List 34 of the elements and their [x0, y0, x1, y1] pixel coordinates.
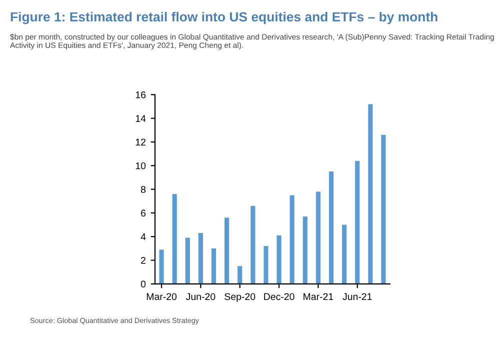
x-tick-label: Sep-20: [224, 293, 256, 302]
bar: [290, 195, 294, 284]
x-tick-label: Mar-21: [304, 293, 334, 300]
bar: [250, 206, 256, 284]
x-tick-label: Mar-20: [146, 293, 177, 300]
bar: [381, 134, 386, 284]
bar: [276, 235, 282, 284]
bar: [355, 160, 360, 284]
bar: [159, 250, 164, 284]
chart-title: Figure 1: Estimated retail flow into US equities and ETFs – by month: [10, 12, 438, 24]
y-tick-label: 12: [136, 138, 146, 146]
x-tick-label: Dec-20: [264, 293, 294, 300]
y-tick-label: 0: [140, 280, 146, 288]
x-tick-label: Jun-21: [342, 293, 372, 300]
y-tick-label: 16: [136, 91, 146, 98]
bar: [316, 192, 320, 284]
bar: [342, 224, 347, 284]
bar: [211, 248, 216, 284]
y-tick-label: 8: [140, 186, 146, 193]
bar: [368, 104, 373, 284]
y-tick-label: 14: [136, 115, 146, 122]
bar: [224, 218, 230, 284]
bar: [198, 233, 203, 284]
bar: [185, 238, 190, 284]
y-tick-label: 6: [141, 210, 146, 217]
bar: [264, 246, 268, 284]
bar: [238, 266, 242, 284]
y-tick-label: 4: [140, 233, 146, 240]
bar: [328, 172, 334, 284]
bar: [172, 194, 177, 284]
bar: [302, 216, 308, 284]
y-tick-label: 2: [141, 256, 146, 264]
x-tick-label: Jun-20: [186, 293, 216, 300]
y-tick-label: 10: [136, 162, 146, 170]
